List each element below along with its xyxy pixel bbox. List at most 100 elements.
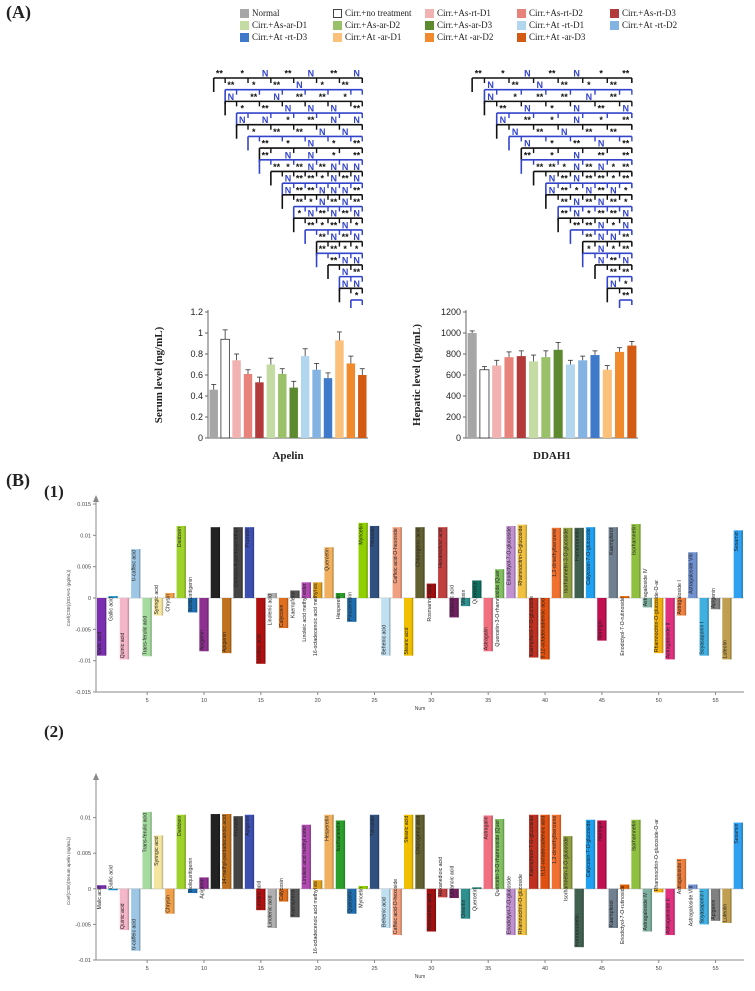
coef-bar-shade — [616, 527, 618, 598]
x-tick-label: 50 — [656, 698, 662, 704]
y-tick-label: 0.2 — [190, 412, 203, 422]
legend-label: Cirr.+As-ar-D3 — [437, 20, 493, 30]
significance-mark: N — [573, 150, 580, 160]
coef-bar-label: Apigenin — [200, 878, 206, 898]
coef-bar-label: Quercetin — [347, 890, 353, 913]
significance-mark: N — [342, 279, 349, 289]
significance-mark: N — [353, 174, 360, 184]
coef-bar-label: Isorhamnetin — [336, 821, 342, 851]
significance-mark: ** — [598, 150, 606, 160]
coef-bar-label: 9,12-octadecadienoic acid — [541, 816, 547, 876]
coef-bar-shade — [218, 527, 221, 598]
coef-bar-label: Quinic acid — [120, 633, 126, 659]
coef-bar — [244, 814, 255, 889]
coef-bar-label: Prunetin — [245, 528, 251, 547]
coef-bar-label: Isorhamnetin — [632, 525, 638, 555]
bar — [602, 369, 612, 438]
coef-bar-label: 14-methyl-pentadecanoic acid — [222, 815, 228, 884]
significance-mark: * — [599, 69, 603, 79]
legend-label: Cirr.+no treatment — [345, 8, 412, 18]
coef-bar-shade — [593, 527, 596, 598]
legend-item: Cirr.+no treatment — [333, 8, 412, 18]
significance-mark: N — [330, 232, 337, 242]
coef-bar-label: Astragalin — [484, 627, 490, 650]
legend-swatch — [610, 20, 619, 30]
y-axis-label: Serum level (ng/mL) — [153, 326, 165, 423]
coef-bar-label: Apigenin — [222, 632, 228, 652]
coef-bar-shade — [377, 814, 380, 889]
coef-bar — [358, 885, 368, 889]
significance-mark: ** — [330, 255, 338, 265]
x-tick-label: 15 — [258, 698, 264, 704]
coef-bar — [415, 527, 425, 598]
coef-bar-shade — [275, 592, 277, 598]
x-tick-label: 5 — [146, 698, 149, 704]
significance-mark: * — [343, 244, 347, 254]
significance-mark: N — [262, 115, 269, 125]
coef-bar — [403, 814, 414, 889]
coef-bar — [619, 596, 630, 598]
x-tick-label: 5 — [146, 966, 149, 972]
coef-bar — [165, 888, 175, 914]
y-tick-label: 600 — [446, 370, 461, 380]
coef-bar-label: Formononetin — [575, 914, 581, 946]
coef-bar-label: Isorhamnetin-3-O-glucoside — [563, 837, 569, 901]
significance-mark: ** — [610, 80, 618, 90]
significance-mark: ** — [296, 185, 304, 195]
coef-bar-shade — [502, 569, 505, 598]
bar — [492, 365, 502, 438]
coef-bar-label: 16-octadecenoic acid methyl es — [313, 881, 319, 954]
coef-bar-shade — [616, 888, 618, 928]
significance-mark: N — [610, 185, 617, 195]
y-axis-arrow — [93, 773, 99, 780]
significance-mark: N — [512, 127, 519, 137]
coef-bar-shade — [661, 888, 664, 893]
significance-mark: ** — [307, 220, 315, 230]
significance-mark: N — [308, 150, 315, 160]
x-tick-label: 10 — [201, 966, 207, 972]
coef-bar-shade — [252, 527, 255, 598]
bar — [578, 360, 588, 438]
coef-bar-label: 1,2-dimethylbenzene — [552, 529, 558, 577]
coef-bar — [381, 888, 391, 928]
coef-bar — [244, 527, 255, 598]
bar — [627, 345, 637, 438]
x-tick-label: 10 — [201, 698, 207, 704]
significance-mark: N — [598, 139, 605, 149]
bar — [467, 333, 477, 438]
coef-bar-label: Rhamnocitrin-O-glucoside-O-ar — [654, 580, 660, 652]
coef-bar-label: Myricetin — [359, 887, 365, 908]
coef-bar-label: Malic acid — [97, 631, 103, 654]
coef-bar-label: Calycosin — [279, 878, 285, 901]
coef-bar-label: Syringic acid — [154, 585, 160, 615]
coef-bar-shade — [332, 814, 334, 889]
legend-label: Cirr.+As-rt-D3 — [622, 8, 676, 18]
coef-bar — [597, 598, 607, 641]
coef-bar-shade — [332, 547, 334, 598]
coef-bar-label: Kaempferol — [290, 591, 296, 618]
coef-bar — [392, 888, 402, 936]
coef-bar — [551, 527, 562, 598]
coef-bar — [358, 522, 368, 598]
coef-bar — [710, 888, 721, 921]
bar — [255, 382, 264, 438]
coef-bar-label: Hesperetin — [325, 816, 331, 841]
significance-mark: ** — [561, 185, 569, 195]
coef-bar-shade — [298, 590, 300, 598]
significance-mark: ** — [622, 291, 630, 301]
significance-mark: * — [587, 209, 591, 219]
coef-bar-shade — [173, 592, 175, 598]
coef-bar — [290, 888, 300, 918]
bar — [346, 363, 356, 438]
coef-bar-label: Kaempferol — [290, 890, 296, 917]
coef-bar-shade — [434, 583, 437, 598]
coef-bar-shade — [423, 527, 425, 598]
significance-mark: ** — [573, 220, 581, 230]
coef-bar-label: Calycosin-7-O-glucoside — [586, 528, 592, 585]
x-tick-label: 50 — [656, 966, 662, 972]
significance-mark: N — [586, 185, 593, 195]
coef-bar — [278, 598, 289, 629]
significance-mark: ** — [548, 162, 556, 172]
significance-mark: * — [513, 92, 517, 102]
coef-bar — [722, 598, 732, 660]
